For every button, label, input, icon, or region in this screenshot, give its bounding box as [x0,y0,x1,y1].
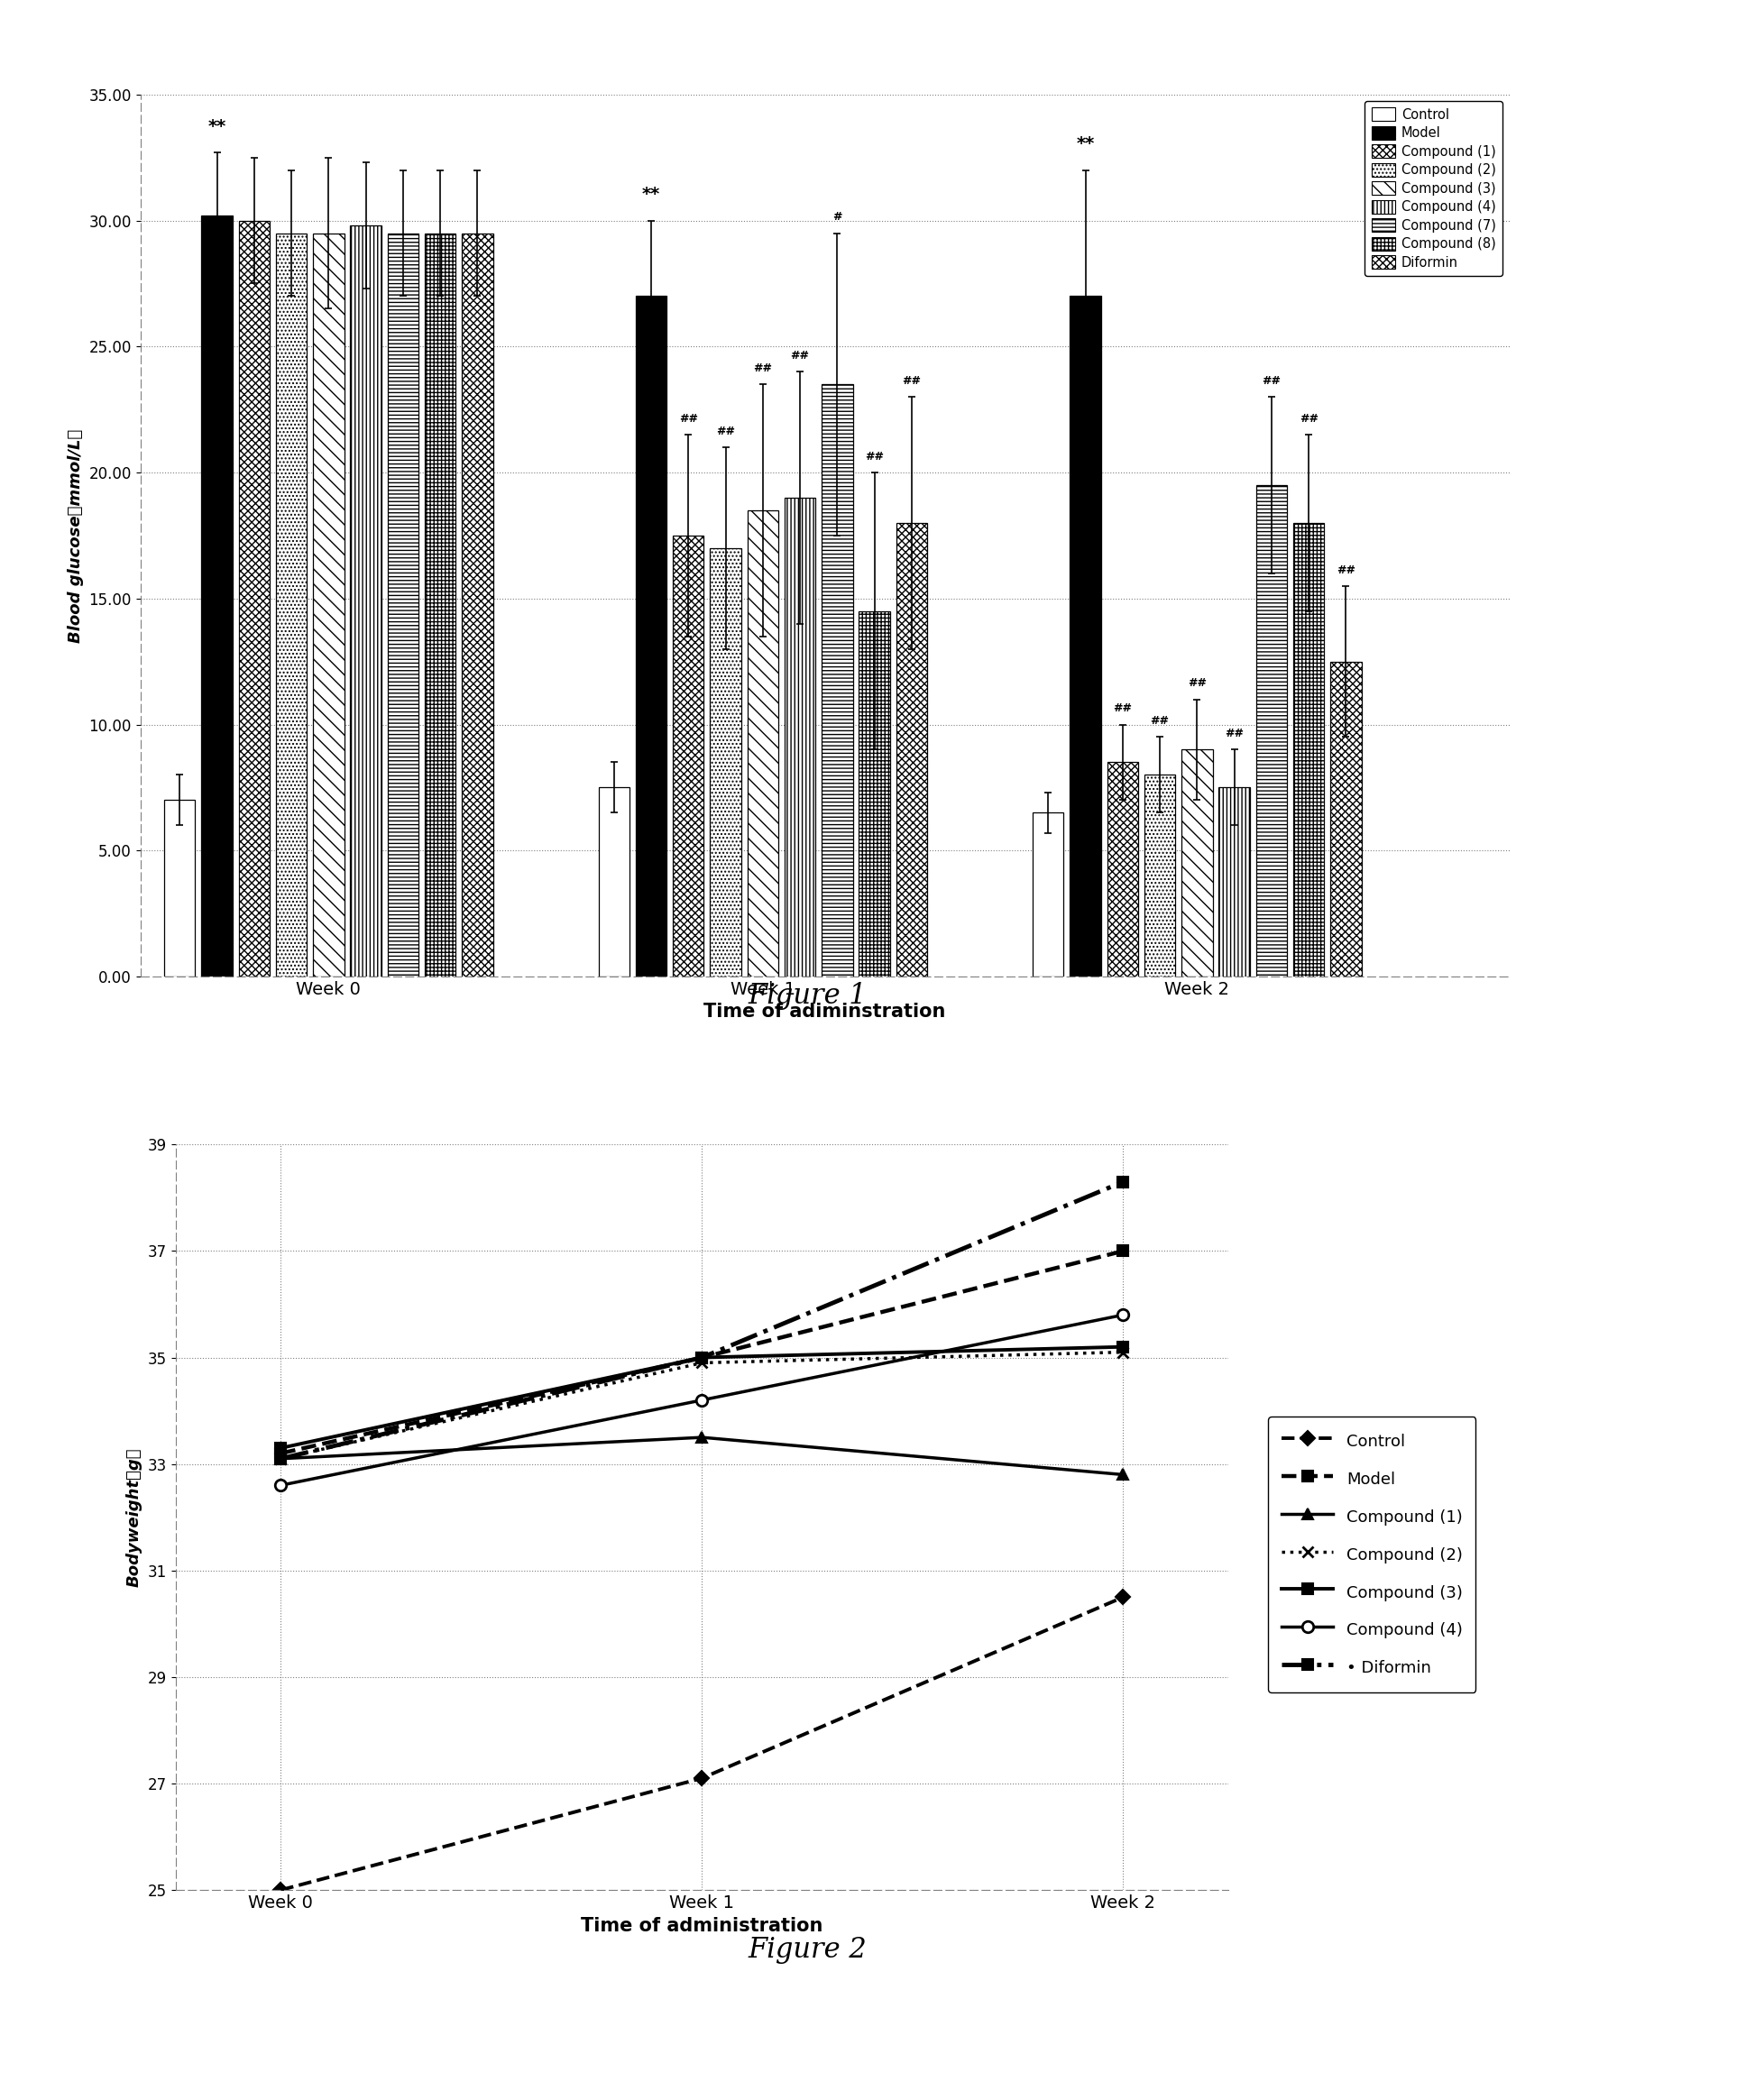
Y-axis label: Blood glucose（mmol/L）: Blood glucose（mmol/L） [68,428,84,643]
Text: #: # [832,212,842,223]
Bar [1218,788,1250,977]
Legend: Control, Model, Compound (1), Compound (2), Compound (3), Compound (4), • Diform: Control, Model, Compound (1), Compound (… [1269,1418,1476,1693]
Text: ##: ## [1337,565,1355,575]
X-axis label: Time of administration: Time of administration [581,1917,823,1934]
Bar [202,216,232,977]
Bar [462,233,493,977]
Text: ##: ## [716,426,735,437]
Bar [635,296,667,977]
Bar [748,510,777,977]
Bar [711,548,741,977]
Bar [1071,296,1100,977]
Bar [1330,662,1362,977]
Text: **: ** [642,185,660,204]
Text: ##: ## [753,363,772,374]
Bar [1107,762,1139,977]
Text: ##: ## [1225,729,1244,739]
Bar [351,225,381,977]
Text: ##: ## [865,452,885,462]
Text: **: ** [1076,134,1095,153]
Text: ##: ## [902,376,921,386]
Bar [598,788,630,977]
Text: ##: ## [1262,376,1281,386]
Bar [239,220,270,977]
Bar [784,498,816,977]
Bar [425,233,456,977]
Bar [821,384,853,977]
Bar [276,233,307,977]
Text: Figure 1: Figure 1 [748,983,867,1010]
Text: ##: ## [1150,716,1169,727]
Bar [312,233,344,977]
Text: ##: ## [790,351,809,361]
X-axis label: Time of adiminstration: Time of adiminstration [704,1004,946,1021]
Bar [1293,523,1325,977]
Bar [1032,813,1064,977]
Bar [897,523,927,977]
Bar [165,800,195,977]
Bar [672,536,704,977]
Y-axis label: Bodyweight（g）: Bodyweight（g） [126,1447,142,1588]
Text: Figure 2: Figure 2 [748,1936,867,1964]
Text: ##: ## [679,414,698,424]
Bar [1257,485,1286,977]
Text: ##: ## [1113,704,1132,714]
Text: ##: ## [1188,678,1206,689]
Bar [1181,750,1213,977]
Bar [858,611,890,977]
Bar [388,233,418,977]
Text: **: ** [207,118,226,134]
Legend: Control, Model, Compound (1), Compound (2), Compound (3), Compound (4), Compound: Control, Model, Compound (1), Compound (… [1365,101,1502,275]
Text: ##: ## [1299,414,1318,424]
Bar [1144,775,1176,977]
